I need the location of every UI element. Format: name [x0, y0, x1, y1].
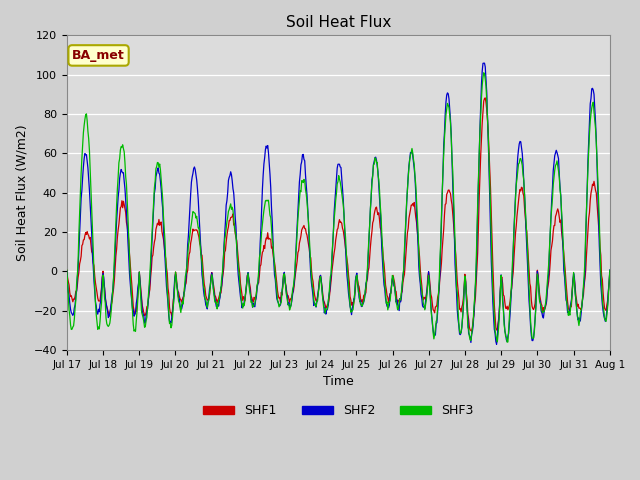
SHF1: [212, 296, 220, 302]
SHF1: [404, 226, 412, 231]
SHF3: [184, 253, 191, 259]
SHF2: [606, 267, 614, 273]
Y-axis label: Soil Heat Flux (W/m2): Soil Heat Flux (W/m2): [15, 124, 28, 261]
SHF2: [212, 304, 220, 310]
SHF3: [63, 267, 70, 273]
SHF3: [606, 267, 614, 273]
SHF3: [480, 70, 488, 76]
SHF1: [420, 295, 428, 300]
Title: Soil Heat Flux: Soil Heat Flux: [285, 15, 391, 30]
SHF2: [129, 306, 136, 312]
SHF2: [404, 173, 412, 179]
X-axis label: Time: Time: [323, 375, 354, 388]
SHF1: [129, 293, 136, 299]
SHF1: [468, 328, 476, 334]
SHF3: [129, 309, 136, 314]
SHF3: [420, 303, 428, 309]
SHF1: [184, 268, 191, 274]
Text: BA_met: BA_met: [72, 49, 125, 62]
SHF2: [184, 242, 191, 248]
SHF1: [606, 269, 614, 275]
SHF1: [63, 267, 70, 273]
SHF3: [404, 175, 412, 180]
SHF1: [73, 288, 81, 294]
Line: SHF3: SHF3: [67, 73, 610, 342]
SHF1: [481, 95, 489, 101]
SHF2: [480, 60, 488, 66]
SHF2: [63, 268, 70, 274]
SHF2: [420, 303, 428, 309]
SHF2: [493, 341, 500, 347]
SHF3: [73, 281, 81, 287]
SHF3: [212, 299, 220, 305]
Line: SHF2: SHF2: [67, 63, 610, 344]
SHF3: [503, 339, 511, 345]
Legend: SHF1, SHF2, SHF3: SHF1, SHF2, SHF3: [198, 399, 479, 422]
Line: SHF1: SHF1: [67, 98, 610, 331]
SHF2: [73, 288, 81, 294]
